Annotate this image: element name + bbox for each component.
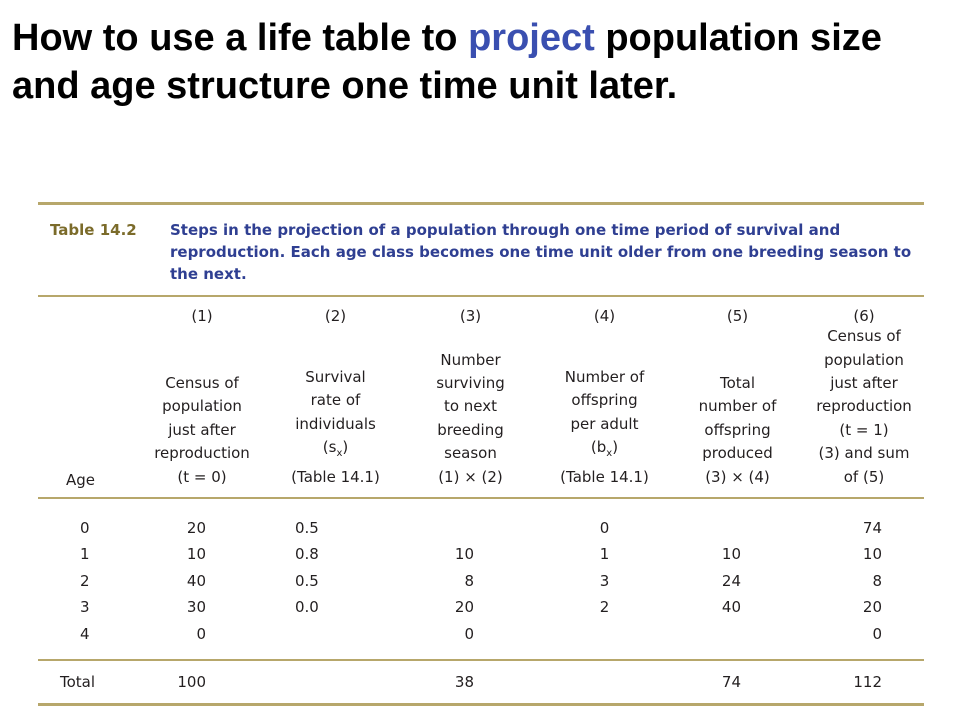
cell-age: 1 bbox=[80, 545, 90, 564]
total-empty-col-4 bbox=[538, 661, 671, 703]
col-4-number: (4) bbox=[593, 307, 616, 325]
cell-total-offspring: 40 bbox=[721, 598, 741, 617]
top-rule bbox=[38, 202, 924, 205]
title-part-1: How to use a life table to bbox=[12, 17, 469, 59]
cell-total-offspring bbox=[671, 621, 804, 647]
cell-census-t1: 74 bbox=[862, 519, 882, 537]
total-offspring: 74 bbox=[721, 672, 741, 691]
cell-census-t1: 10 bbox=[862, 545, 882, 564]
cell-offspring-per-adult: 1 bbox=[599, 545, 610, 564]
col-4-subscript: x bbox=[606, 448, 613, 460]
cell-census-t0: 20 bbox=[186, 519, 206, 537]
header-age-cell: Age bbox=[38, 297, 136, 497]
cell-offspring-per-adult: 2 bbox=[599, 598, 610, 617]
total-label: Total bbox=[60, 672, 96, 691]
col-4-header-wrap: Number of offspring per adult (bx) (Tabl… bbox=[538, 366, 671, 489]
table-row: 3 30 0.0 20 2 40 20 bbox=[38, 594, 924, 620]
cell-survival-rate: 0.5 bbox=[295, 519, 319, 537]
cell-total-offspring bbox=[671, 515, 804, 541]
total-census-t1: 112 bbox=[853, 672, 882, 691]
cell-total-offspring: 10 bbox=[721, 545, 741, 564]
header-rule bbox=[38, 497, 924, 499]
header-col-5: (5) Total number of offspring produced (… bbox=[671, 297, 804, 497]
table-body: 0 20 0.5 0 74 1 10 0.8 10 1 10 10 2 40 0… bbox=[38, 499, 924, 659]
cell-offspring-per-adult: 0 bbox=[599, 519, 610, 537]
slide-title: How to use a life table to project popul… bbox=[12, 14, 952, 110]
cell-total-offspring: 24 bbox=[721, 571, 741, 590]
cell-age: 0 bbox=[80, 519, 90, 537]
cell-survival-rate bbox=[268, 621, 403, 647]
total-census-t0: 100 bbox=[177, 672, 206, 691]
cell-number-surviving bbox=[403, 515, 538, 541]
cell-number-surviving: 8 bbox=[464, 571, 474, 590]
table-label: Table 14.2 bbox=[50, 221, 137, 239]
total-number-surviving: 38 bbox=[454, 672, 474, 691]
col-6-number: (6) bbox=[853, 307, 875, 325]
col-5-header: Total number of offspring produced (3) ×… bbox=[698, 373, 777, 486]
col-4-header-tail: ) (Table 14.1) bbox=[560, 438, 649, 486]
col-2-header-tail: ) (Table 14.1) bbox=[291, 438, 380, 486]
col-3-header: Number surviving to next breeding season… bbox=[436, 350, 505, 486]
header-col-4: (4) Number of offspring per adult (bx) (… bbox=[538, 297, 671, 497]
cell-offspring-per-adult: 3 bbox=[599, 571, 610, 590]
cell-number-surviving: 0 bbox=[464, 624, 474, 643]
cell-census-t1: 8 bbox=[872, 571, 882, 590]
header-col-6: (6) Census of population just after repr… bbox=[804, 297, 924, 497]
body-rule bbox=[38, 658, 924, 661]
col-2-number: (2) bbox=[324, 307, 347, 325]
total-empty-col-2 bbox=[268, 661, 403, 703]
table-caption-text: Steps in the projection of a population … bbox=[170, 221, 912, 283]
col-5-number: (5) bbox=[726, 307, 749, 325]
title-accent-word: project bbox=[468, 17, 595, 59]
table-caption: Table 14.2 Steps in the projection of a … bbox=[38, 205, 924, 295]
cell-census-t0: 10 bbox=[186, 545, 206, 564]
cell-survival-rate: 0.0 bbox=[295, 598, 319, 617]
cell-survival-rate: 0.8 bbox=[295, 545, 319, 564]
col-6-header: Census of population just after reproduc… bbox=[816, 327, 912, 486]
cell-number-surviving: 10 bbox=[454, 545, 474, 564]
table-header: Age (1) Census of population just after … bbox=[38, 297, 924, 497]
table-row: 4 0 0 0 bbox=[38, 621, 924, 647]
col-2-subscript: x bbox=[336, 448, 343, 460]
col-2-header: Survival rate of individuals (s bbox=[295, 367, 376, 457]
col-1-number: (1) bbox=[191, 307, 213, 325]
header-col-1: (1) Census of population just after repr… bbox=[136, 297, 268, 497]
header-col-2: (2) Survival rate of individuals (sx) (T… bbox=[268, 297, 403, 497]
cell-census-t0: 30 bbox=[186, 598, 206, 617]
life-table: Table 14.2 Steps in the projection of a … bbox=[38, 202, 924, 706]
col-2-header-wrap: Survival rate of individuals (sx) (Table… bbox=[268, 366, 403, 489]
cell-census-t1: 0 bbox=[872, 624, 882, 643]
table-row: 2 40 0.5 8 3 24 8 bbox=[38, 568, 924, 594]
cell-age: 4 bbox=[80, 624, 90, 643]
col-4-header: Number of offspring per adult (b bbox=[564, 367, 645, 457]
header-age: Age bbox=[66, 471, 96, 489]
col-3-number: (3) bbox=[459, 307, 482, 325]
cell-age: 3 bbox=[80, 598, 90, 617]
header-col-3: (3) Number surviving to next breeding se… bbox=[403, 297, 538, 497]
total-row: Total 100 38 74 112 bbox=[38, 661, 924, 703]
cell-census-t0: 0 bbox=[196, 624, 206, 643]
bottom-rule bbox=[38, 702, 924, 706]
table-row: 1 10 0.8 10 1 10 10 bbox=[38, 541, 924, 567]
cell-census-t0: 40 bbox=[186, 571, 206, 590]
cell-number-surviving: 20 bbox=[454, 598, 474, 617]
caption-rule bbox=[38, 295, 924, 297]
title-part-2: population size and age structure one ti… bbox=[12, 17, 882, 107]
cell-offspring-per-adult bbox=[538, 621, 671, 647]
cell-census-t1: 20 bbox=[862, 598, 882, 617]
cell-age: 2 bbox=[80, 571, 90, 590]
col-1-header: Census of population just after reproduc… bbox=[154, 373, 250, 486]
cell-survival-rate: 0.5 bbox=[295, 571, 319, 590]
table-row: 0 20 0.5 0 74 bbox=[38, 515, 924, 541]
